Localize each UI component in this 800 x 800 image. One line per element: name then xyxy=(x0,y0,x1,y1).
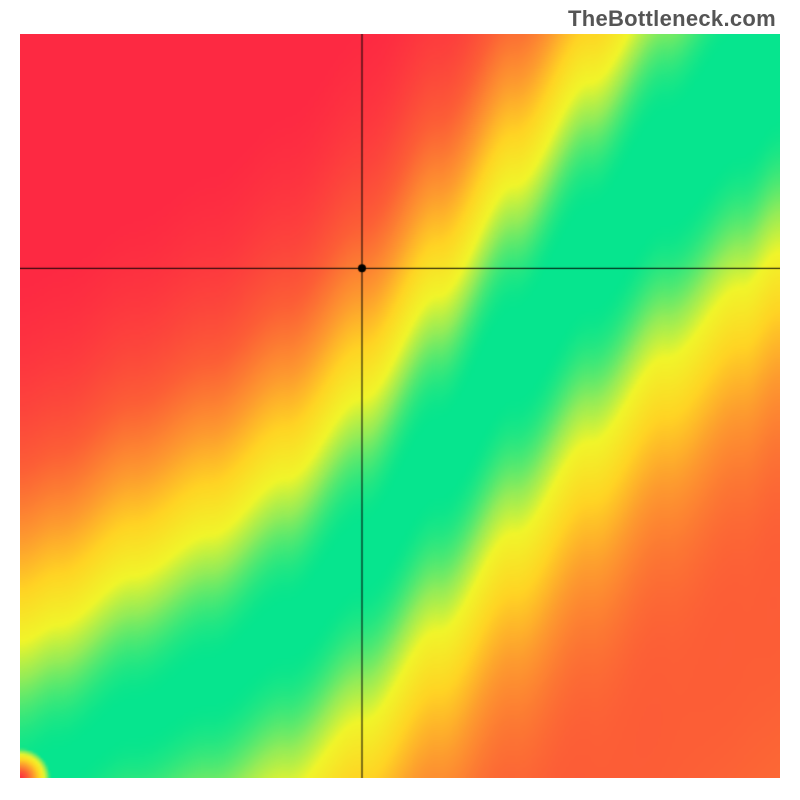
heatmap-canvas xyxy=(20,34,780,778)
bottleneck-heatmap xyxy=(20,34,780,778)
watermark-text: TheBottleneck.com xyxy=(568,6,776,32)
